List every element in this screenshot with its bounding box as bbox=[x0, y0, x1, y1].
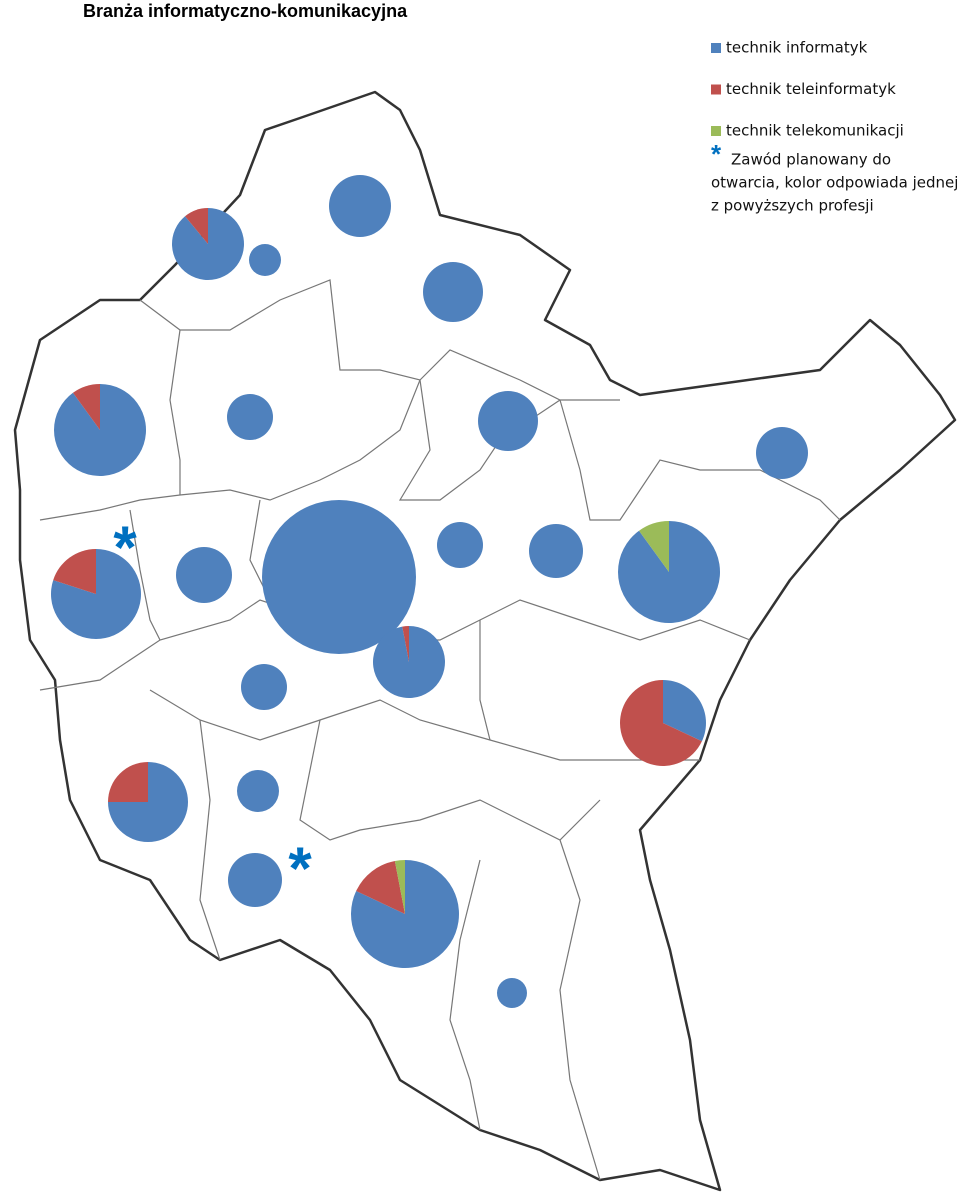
pie-slice bbox=[620, 680, 702, 767]
pie-slice bbox=[262, 500, 416, 654]
pie bbox=[372, 626, 445, 699]
pie bbox=[351, 860, 459, 968]
pie bbox=[53, 384, 146, 476]
pie-slice bbox=[185, 208, 208, 244]
pie-slice bbox=[497, 978, 527, 1008]
pie-slice bbox=[53, 549, 96, 594]
pie bbox=[249, 244, 281, 276]
legend-swatch bbox=[711, 126, 721, 136]
pie-slice bbox=[478, 391, 538, 451]
pie-slice bbox=[53, 384, 146, 476]
legend-swatch bbox=[711, 84, 721, 95]
pie-slice bbox=[663, 679, 707, 742]
pie-slice bbox=[639, 521, 669, 572]
pie bbox=[228, 853, 282, 907]
pie-slice bbox=[228, 853, 282, 907]
note-text: Zawód planowany do bbox=[731, 151, 891, 169]
district-borders bbox=[39, 279, 841, 1181]
note-text: z powyższych profesji bbox=[711, 197, 874, 215]
note-symbol: * bbox=[711, 139, 722, 169]
pie-slice bbox=[241, 664, 287, 710]
map-title: Branża informatyczno-komunikacyjna bbox=[83, 1, 408, 21]
legend-label: technik telekomunikacji bbox=[726, 122, 904, 140]
pie bbox=[237, 770, 279, 812]
pie-layer: ** bbox=[51, 175, 808, 1008]
pie bbox=[618, 521, 720, 623]
pie bbox=[241, 664, 287, 710]
pie-slice bbox=[437, 522, 483, 568]
map-outline bbox=[13, 90, 957, 1192]
pie-slice bbox=[394, 860, 405, 914]
pie bbox=[108, 762, 188, 842]
pie-slice bbox=[756, 427, 808, 479]
pie bbox=[227, 394, 273, 440]
pie-slice bbox=[237, 770, 279, 812]
pie-slice bbox=[329, 175, 391, 237]
planned-marker: * bbox=[288, 835, 312, 902]
pie-slice bbox=[402, 626, 409, 662]
pie bbox=[51, 549, 142, 639]
pie bbox=[176, 547, 232, 603]
pie-slice bbox=[72, 384, 100, 430]
pie bbox=[437, 522, 483, 568]
pie bbox=[423, 262, 483, 322]
pie bbox=[329, 175, 391, 237]
pie-slice bbox=[356, 860, 405, 914]
pie bbox=[262, 500, 416, 654]
pie bbox=[478, 391, 538, 451]
pie-slice bbox=[176, 547, 232, 603]
note-text: otwarcia, kolor odpowiada jednej bbox=[711, 174, 958, 192]
legend-swatch bbox=[711, 43, 721, 53]
pie-slice bbox=[372, 626, 445, 699]
pie bbox=[172, 208, 244, 280]
pie bbox=[620, 679, 707, 767]
pie-slice bbox=[51, 549, 142, 639]
pie-slice bbox=[108, 762, 148, 802]
legend: technik informatyk technik teleinformatyk… bbox=[711, 39, 958, 215]
pie-slice bbox=[227, 394, 273, 440]
pie bbox=[529, 524, 583, 578]
pie bbox=[497, 978, 527, 1008]
legend-label: technik teleinformatyk bbox=[726, 80, 896, 98]
pie-slice bbox=[423, 262, 483, 322]
pie-slice bbox=[529, 524, 583, 578]
legend-label: technik informatyk bbox=[726, 39, 868, 57]
planned-marker: * bbox=[113, 514, 137, 581]
pie-slice bbox=[249, 244, 281, 276]
pie bbox=[756, 427, 808, 479]
